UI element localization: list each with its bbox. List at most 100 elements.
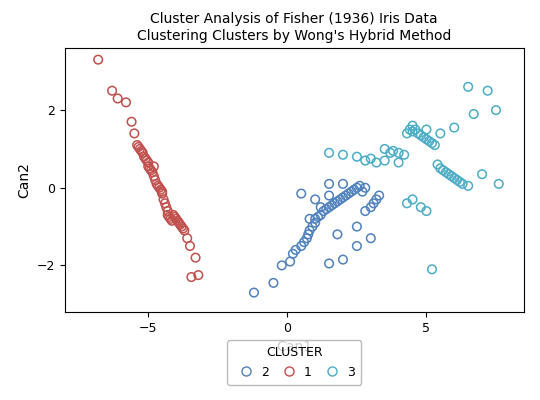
3 [439,167,448,174]
2 [325,260,333,267]
3 [420,134,428,140]
1 [147,167,156,174]
X-axis label: Can1: Can1 [276,340,312,354]
2 [367,235,375,242]
2 [269,280,278,286]
3 [325,150,333,156]
2 [316,204,325,210]
1 [143,157,151,164]
1 [176,222,185,228]
3 [453,177,461,183]
2 [286,258,294,265]
3 [464,183,472,189]
1 [169,212,178,218]
2 [305,227,314,234]
2 [325,192,333,199]
1 [145,165,154,172]
2 [319,208,328,214]
1 [155,184,164,191]
1 [133,142,141,148]
2 [339,181,347,187]
2 [322,206,330,212]
1 [130,130,139,137]
1 [173,218,182,224]
2 [358,188,367,195]
3 [408,122,417,129]
1 [113,95,122,102]
2 [328,202,336,208]
3 [436,130,444,137]
3 [339,152,347,158]
2 [333,198,342,204]
1 [94,56,103,63]
1 [172,216,180,222]
1 [137,148,146,154]
3 [425,138,434,144]
1 [152,181,161,187]
3 [406,126,414,133]
2 [297,243,306,249]
3 [416,204,425,210]
3 [380,157,389,164]
1 [179,225,187,232]
3 [361,157,369,164]
3 [394,159,403,166]
2 [353,184,361,191]
1 [158,190,166,197]
2 [297,190,306,197]
2 [292,247,300,253]
1 [187,274,195,280]
Y-axis label: Can2: Can2 [17,162,31,198]
1 [194,272,202,278]
1 [166,216,175,222]
1 [164,208,172,214]
3 [380,146,389,152]
1 [144,159,153,166]
1 [183,235,192,242]
3 [400,152,408,158]
1 [150,173,158,179]
2 [288,250,297,257]
2 [375,192,383,199]
2 [339,256,347,263]
1 [180,227,189,234]
2 [311,216,320,222]
Legend: 2, 1, 3: 2, 1, 3 [227,340,361,385]
3 [456,179,464,185]
1 [140,154,149,160]
2 [339,194,347,201]
2 [311,196,320,203]
2 [344,190,353,197]
3 [469,111,478,117]
1 [170,214,179,220]
2 [311,220,320,226]
2 [304,231,313,238]
1 [159,196,168,203]
2 [308,223,316,230]
3 [416,132,425,138]
3 [450,175,458,181]
2 [350,186,359,193]
2 [314,214,322,220]
3 [444,171,453,177]
2 [372,196,381,203]
2 [302,235,311,242]
3 [433,161,442,168]
1 [141,156,150,162]
1 [174,220,183,226]
1 [144,163,153,170]
2 [361,184,369,191]
2 [367,204,375,210]
2 [305,216,314,222]
3 [447,173,456,179]
2 [347,188,356,195]
1 [138,150,147,156]
1 [134,144,143,150]
2 [249,289,258,296]
3 [372,159,381,166]
1 [164,212,172,218]
3 [464,84,472,90]
2 [353,243,361,249]
2 [353,223,361,230]
2 [341,192,350,199]
